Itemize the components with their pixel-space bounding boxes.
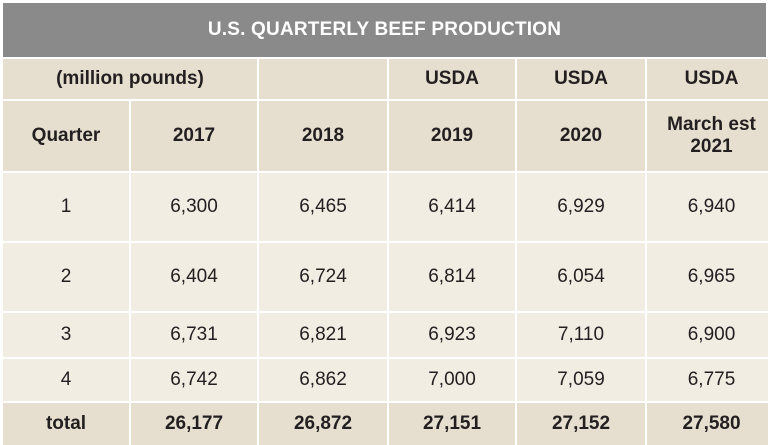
table-title: U.S. QUARTERLY BEEF PRODUCTION xyxy=(3,3,766,57)
quarter-cell: 4 xyxy=(3,359,129,401)
column-header: 2020 xyxy=(517,101,645,171)
header-top-cell: USDA xyxy=(647,59,768,99)
value-cell: 6,731 xyxy=(131,313,257,357)
column-header: 2019 xyxy=(389,101,515,171)
value-cell: 6,965 xyxy=(647,243,768,311)
value-cell: 6,054 xyxy=(517,243,645,311)
value-cell: 6,900 xyxy=(647,313,768,357)
quarter-cell: 1 xyxy=(3,173,129,241)
value-cell: 7,059 xyxy=(517,359,645,401)
value-cell: 6,404 xyxy=(131,243,257,311)
total-cell: 27,151 xyxy=(389,403,515,445)
total-label: total xyxy=(3,403,129,445)
header-top-cell: USDA xyxy=(517,59,645,99)
value-cell: 6,862 xyxy=(259,359,387,401)
column-header: Quarter xyxy=(3,101,129,171)
value-cell: 6,821 xyxy=(259,313,387,357)
quarter-cell: 2 xyxy=(3,243,129,311)
column-header: 2017 xyxy=(131,101,257,171)
total-cell: 26,872 xyxy=(259,403,387,445)
value-cell: 6,742 xyxy=(131,359,257,401)
total-cell: 26,177 xyxy=(131,403,257,445)
value-cell: 6,465 xyxy=(259,173,387,241)
table-grid: (million pounds) USDA USDA USDA Quarter 20… xyxy=(3,59,768,445)
units-label: (million pounds) xyxy=(3,59,257,99)
column-header: March est 2021 xyxy=(647,101,768,171)
value-cell: 6,724 xyxy=(259,243,387,311)
value-cell: 6,775 xyxy=(647,359,768,401)
quarter-cell: 3 xyxy=(3,313,129,357)
value-cell: 6,923 xyxy=(389,313,515,357)
value-cell: 6,814 xyxy=(389,243,515,311)
value-cell: 6,414 xyxy=(389,173,515,241)
value-cell: 6,929 xyxy=(517,173,645,241)
header-top-cell: USDA xyxy=(389,59,515,99)
total-cell: 27,580 xyxy=(647,403,768,445)
total-cell: 27,152 xyxy=(517,403,645,445)
header-top-cell xyxy=(259,59,387,99)
column-header: 2018 xyxy=(259,101,387,171)
value-cell: 7,110 xyxy=(517,313,645,357)
value-cell: 7,000 xyxy=(389,359,515,401)
beef-production-table: U.S. QUARTERLY BEEF PRODUCTION (million … xyxy=(3,3,768,445)
value-cell: 6,940 xyxy=(647,173,768,241)
value-cell: 6,300 xyxy=(131,173,257,241)
